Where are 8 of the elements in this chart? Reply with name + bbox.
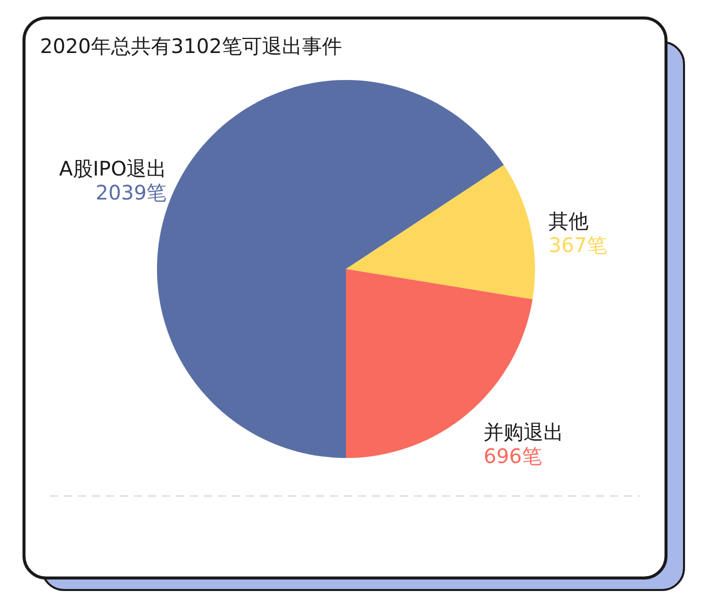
slice-label: 并购退出	[484, 420, 564, 444]
pie-slice	[346, 165, 535, 300]
slice-label: A股IPO退出	[59, 156, 167, 181]
slice-label: 其他	[548, 208, 589, 233]
data-label: 367笔	[548, 232, 607, 257]
chart-title: 2020年总共有3102笔可退出事件	[40, 34, 342, 58]
data-label: 2039笔	[96, 180, 167, 205]
data-label: 696笔	[484, 444, 542, 468]
